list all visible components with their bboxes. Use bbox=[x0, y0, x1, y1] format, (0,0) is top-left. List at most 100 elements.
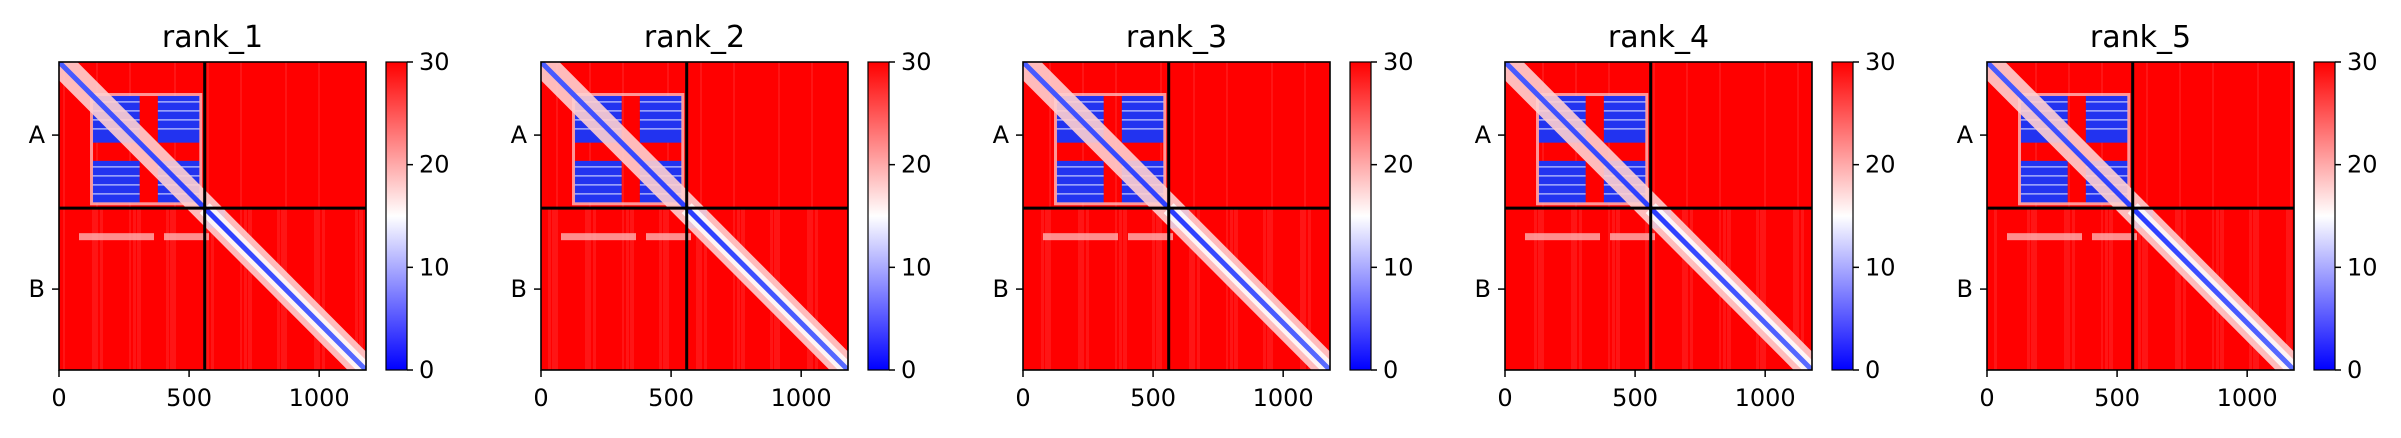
heatmap-streak bbox=[1049, 62, 1051, 370]
heatmap-streak bbox=[1308, 208, 1311, 370]
axes-frame bbox=[540, 61, 849, 371]
inter-chain-band bbox=[79, 233, 154, 241]
heatmap-streak bbox=[778, 62, 780, 370]
heatmap-streak bbox=[96, 62, 98, 370]
x-tick-label: 1000 bbox=[289, 384, 350, 412]
heatmap-streak bbox=[593, 208, 596, 370]
heatmap-streak bbox=[741, 208, 745, 370]
heatmap-streak bbox=[807, 208, 811, 370]
colorbar-tick-label: 0 bbox=[1383, 356, 1398, 384]
heatmap-streak bbox=[589, 62, 591, 370]
panel-title: rank_4 bbox=[1608, 20, 1709, 55]
panel-title: rank_2 bbox=[644, 20, 745, 55]
diagonal-core bbox=[1987, 62, 2294, 370]
y-tick-label: B bbox=[1475, 275, 1491, 303]
heatmap-streak bbox=[585, 208, 589, 370]
pae-panel-4: rank_4 0 500 1000 A B 0 10 20 30 bbox=[1475, 20, 1896, 412]
heatmap-streak bbox=[1645, 208, 1648, 370]
domain-block bbox=[1056, 160, 1104, 203]
block-halo bbox=[572, 93, 685, 206]
heatmap-streak bbox=[2064, 208, 2068, 370]
colorbar-tick-label: 0 bbox=[1865, 356, 1880, 384]
colorbar bbox=[867, 61, 890, 371]
colorbar-tick-label: 30 bbox=[419, 48, 450, 76]
x-tick-label: 500 bbox=[1612, 384, 1658, 412]
axes-frame bbox=[1504, 61, 1813, 371]
heatmap-image bbox=[1023, 62, 1330, 370]
colorbar-tick-label: 0 bbox=[2347, 356, 2362, 384]
heatmap-streak bbox=[1994, 208, 1997, 370]
heatmap-streak bbox=[174, 62, 176, 370]
y-tick-label: A bbox=[29, 121, 46, 149]
inter-chain-band bbox=[1525, 233, 1600, 241]
heatmap-streak bbox=[1760, 208, 1764, 370]
heatmap-streak bbox=[1119, 208, 1122, 370]
y-tick-label: B bbox=[993, 275, 1009, 303]
heatmap-streak bbox=[2249, 208, 2252, 370]
heatmap-streak bbox=[2035, 62, 2037, 370]
block-halo bbox=[2018, 93, 2131, 206]
heatmap-streak bbox=[1579, 208, 1582, 370]
y-tick-label: B bbox=[29, 275, 45, 303]
heatmap-streak bbox=[1797, 62, 1799, 370]
colorbar-tick-label: 20 bbox=[901, 151, 932, 179]
diagonal-core bbox=[1023, 62, 1330, 370]
heatmap-streak bbox=[137, 208, 141, 370]
colorbar-tick-label: 20 bbox=[1865, 151, 1896, 179]
panel-title: rank_3 bbox=[1126, 20, 1227, 55]
heatmap-streak bbox=[1571, 208, 1575, 370]
x-tick-label: 0 bbox=[1015, 384, 1030, 412]
colorbar bbox=[2313, 61, 2336, 371]
heatmap-streak bbox=[1764, 62, 1766, 370]
inter-chain-band bbox=[1610, 233, 1655, 241]
heatmap-streak bbox=[696, 208, 700, 370]
heatmap-streak bbox=[1801, 208, 1804, 370]
heatmap-streak bbox=[815, 208, 818, 370]
heatmap-streak bbox=[2179, 62, 2181, 370]
y-tick-label: A bbox=[1957, 121, 1974, 149]
heatmap-streak bbox=[1682, 208, 1686, 370]
pae-panel-1: rank_1 0 500 1000 A B 0 10 20 30 bbox=[29, 20, 450, 412]
panel-title: rank_5 bbox=[2090, 20, 2191, 55]
heatmap-streak bbox=[63, 62, 65, 370]
domain-block bbox=[92, 160, 140, 203]
colorbar-tick-label: 10 bbox=[1383, 253, 1414, 281]
heatmap-streak bbox=[1542, 62, 1544, 370]
heatmap-streak bbox=[2175, 208, 2179, 370]
heatmap-streak bbox=[663, 208, 667, 370]
heatmap-streak bbox=[133, 208, 136, 370]
domain-block bbox=[1538, 160, 1586, 203]
heatmap-image bbox=[1987, 62, 2294, 370]
y-tick-label: A bbox=[993, 121, 1010, 149]
heatmap-streak bbox=[322, 208, 325, 370]
heatmap-streak bbox=[1304, 62, 1306, 370]
heatmap-streak bbox=[92, 208, 96, 370]
heatmap-streak bbox=[1686, 62, 1688, 370]
heatmap-streak bbox=[1082, 62, 1084, 370]
heatmap-streak bbox=[170, 208, 174, 370]
colorbar-tick-label: 10 bbox=[419, 253, 450, 281]
heatmap-streak bbox=[318, 62, 320, 370]
heatmap-streak bbox=[129, 62, 131, 370]
inter-chain-band bbox=[646, 233, 691, 241]
x-tick-label: 0 bbox=[51, 384, 66, 412]
heatmap-streak bbox=[1156, 208, 1160, 370]
heatmap-streak bbox=[2105, 208, 2108, 370]
colorbar-tick-label: 30 bbox=[2347, 48, 2378, 76]
heatmap-streak bbox=[1189, 208, 1193, 370]
x-tick-label: 1000 bbox=[2217, 384, 2278, 412]
colorbar-tick-label: 30 bbox=[1865, 48, 1896, 76]
pae-panel-3: rank_3 0 500 1000 A B 0 10 20 30 bbox=[993, 20, 1414, 412]
block-halo bbox=[1536, 93, 1649, 206]
heatmap-streak bbox=[1575, 62, 1577, 370]
heatmap-streak bbox=[1793, 208, 1797, 370]
heatmap-streak bbox=[556, 62, 558, 370]
inter-chain-band bbox=[2092, 233, 2137, 241]
heatmap-streak bbox=[626, 208, 629, 370]
colorbar-tick-label: 0 bbox=[901, 356, 916, 384]
inter-chain-band bbox=[1043, 233, 1118, 241]
heatmap-streak bbox=[1152, 208, 1155, 370]
x-tick-label: 0 bbox=[1979, 384, 1994, 412]
heatmap-streak bbox=[1045, 208, 1049, 370]
heatmap-streak bbox=[1271, 62, 1273, 370]
